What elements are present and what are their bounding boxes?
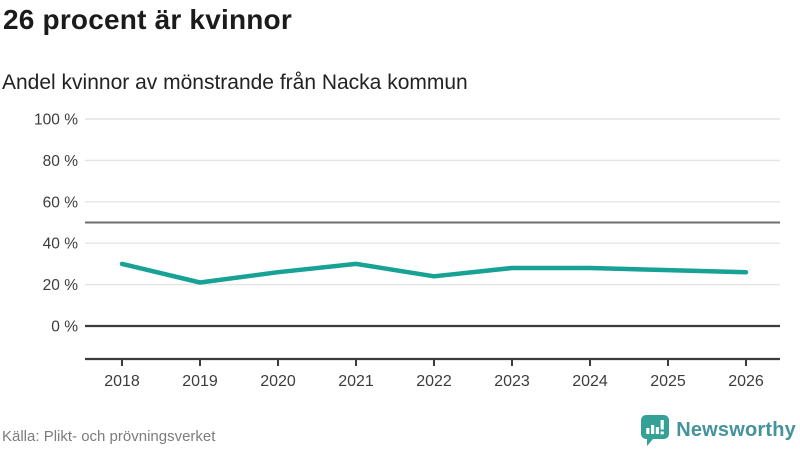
newsworthy-logo: Newsworthy [641, 415, 796, 446]
y-tick-label: 40 % [43, 236, 79, 253]
page-title: 26 procent är kvinnor [3, 4, 292, 35]
y-tick-label: 0 % [51, 319, 78, 336]
y-tick-label: 80 % [43, 153, 79, 170]
x-tick-label: 2023 [494, 373, 530, 390]
y-tick-label: 60 % [43, 194, 79, 211]
x-tick-label: 2018 [104, 373, 140, 390]
y-tick-label: 20 % [43, 277, 79, 294]
chart-canvas: 0 % 20 % 40 % 60 % 80 % 100 % 2018 2019 2020 2021… [34, 112, 780, 390]
source-note: Källa: Plikt- och prövningsverket [2, 428, 216, 445]
x-tick-label: 2021 [338, 373, 374, 390]
x-tick-label: 2020 [260, 373, 296, 390]
data-line [119, 261, 749, 285]
x-tick-label: 2019 [182, 373, 218, 390]
x-tick-label: 2025 [650, 373, 686, 390]
x-tick-label: 2026 [728, 373, 764, 390]
line-chart: 0 % 20 % 40 % 60 % 80 % 100 % 2018 2019 2020 2021… [0, 105, 800, 400]
y-tick-label: 100 % [34, 112, 78, 129]
chart-subtitle: Andel kvinnor av mönstrande från Nacka k… [2, 71, 468, 94]
x-tick-label: 2024 [572, 373, 608, 390]
newsworthy-wordmark: Newsworthy [676, 419, 796, 441]
x-tick-label: 2022 [416, 373, 452, 390]
newsworthy-bubble-chart-icon [641, 415, 670, 446]
